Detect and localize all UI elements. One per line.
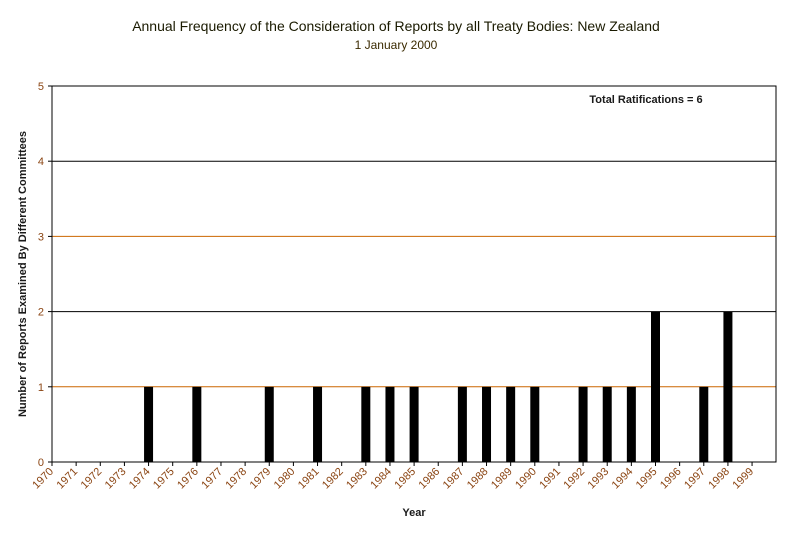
x-tick-label-1981: 1981 (296, 466, 322, 492)
x-tick-label-1991: 1991 (537, 466, 563, 492)
x-tick-label-1996: 1996 (658, 466, 684, 492)
bar-1985 (409, 386, 419, 462)
y-tick-label: 3 (38, 231, 44, 243)
x-tick-label-1976: 1976 (175, 466, 201, 492)
bar-1992 (578, 386, 588, 462)
bar-1988 (482, 386, 492, 462)
x-axis-label: Year (402, 507, 426, 519)
x-tick-label-1979: 1979 (248, 466, 274, 492)
x-tick-label-1988: 1988 (465, 466, 491, 492)
x-tick-label-1974: 1974 (127, 466, 153, 492)
x-tick-label-1982: 1982 (320, 466, 346, 492)
bar-1984 (385, 386, 395, 462)
bar-1993 (602, 386, 612, 462)
x-tick-labels: 1970197119721973197419751976197719781979… (30, 462, 756, 491)
y-tick-label: 2 (38, 307, 44, 319)
bar-1974 (144, 386, 154, 462)
y-tick-label: 1 (38, 382, 44, 394)
x-tick-label-1986: 1986 (417, 466, 443, 492)
bar-1995 (651, 311, 660, 462)
x-tick-label-1975: 1975 (151, 466, 177, 492)
x-tick-label-1992: 1992 (561, 466, 587, 492)
x-tick-label-1993: 1993 (586, 466, 612, 492)
bar-1997 (699, 386, 709, 462)
x-tick-label-1978: 1978 (223, 466, 249, 492)
chart-subtitle: 1 January 2000 (355, 38, 438, 52)
x-tick-label-1989: 1989 (489, 466, 515, 492)
x-tick-label-1995: 1995 (634, 466, 660, 492)
y-tick-label: 0 (38, 457, 44, 469)
x-tick-label-1998: 1998 (706, 466, 732, 492)
bar-1976 (192, 386, 202, 462)
y-tick-label: 5 (38, 81, 44, 93)
bar-1983 (361, 386, 371, 462)
bar-1994 (626, 386, 636, 462)
x-tick-label-1980: 1980 (272, 466, 298, 492)
x-tick-label-1972: 1972 (79, 466, 105, 492)
x-tick-label-1970: 1970 (30, 466, 56, 492)
y-axis-label: Number of Reports Examined By Different … (17, 131, 29, 417)
y-tick-labels: 0 1 2 3 4 5 (38, 81, 52, 469)
y-tick-label: 4 (38, 156, 44, 168)
x-tick-label-1985: 1985 (392, 466, 418, 492)
bar-1989 (506, 386, 516, 462)
bar-1998 (723, 311, 733, 462)
bar-1987 (457, 386, 467, 462)
x-tick-label-1977: 1977 (199, 466, 225, 492)
x-tick-label-1987: 1987 (441, 466, 467, 492)
chart-title: Annual Frequency of the Consideration of… (132, 18, 660, 34)
x-tick-label-1990: 1990 (513, 466, 539, 492)
x-tick-label-1999: 1999 (730, 466, 756, 492)
x-tick-label-1983: 1983 (344, 466, 370, 492)
bars (144, 311, 733, 462)
x-tick-label-1997: 1997 (682, 466, 708, 492)
bar-1990 (530, 386, 540, 462)
x-tick-label-1973: 1973 (103, 466, 129, 492)
x-tick-label-1971: 1971 (54, 466, 80, 492)
bar-1981 (313, 386, 323, 462)
x-tick-label-1994: 1994 (610, 466, 636, 492)
bar-1979 (264, 386, 274, 462)
gridlines (52, 160, 776, 388)
x-tick-label-1984: 1984 (368, 466, 394, 492)
annotation-total-ratifications: Total Ratifications = 6 (589, 94, 702, 106)
